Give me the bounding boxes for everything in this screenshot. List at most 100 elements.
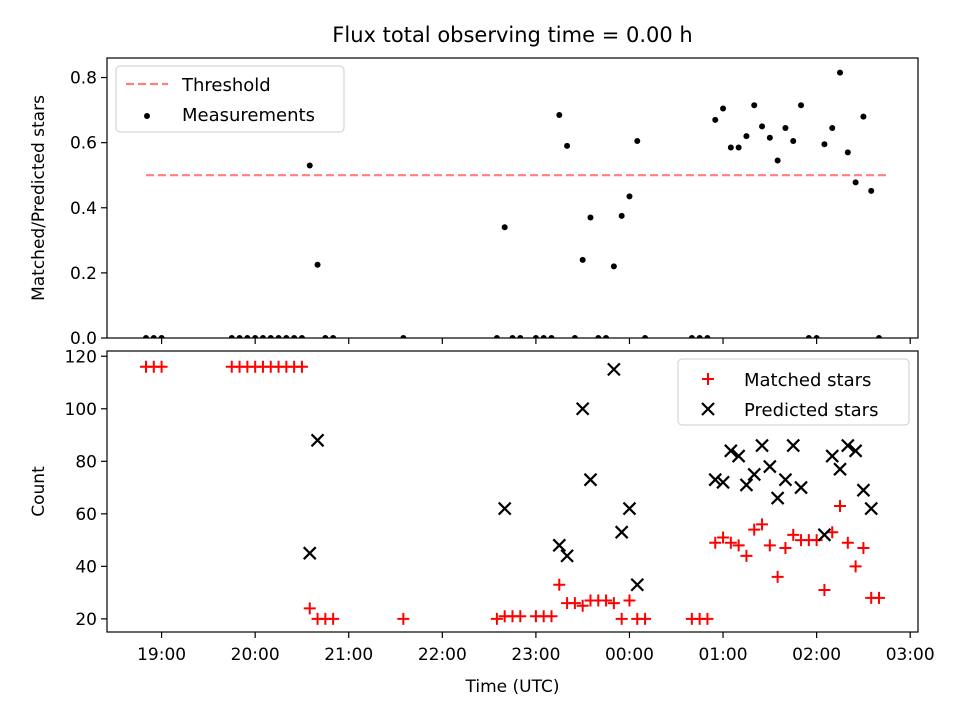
measurement-point	[540, 335, 547, 338]
matched-stars-point	[732, 539, 745, 552]
y-tick-label: 0.0	[70, 329, 97, 349]
measurement-point	[275, 335, 282, 338]
matched-stars-point	[740, 549, 753, 562]
legend: Matched stars Predicted stars	[677, 358, 910, 426]
y-tick-label: 80	[75, 452, 97, 472]
predicted-stars-point	[708, 472, 723, 487]
matched-stars-point	[607, 597, 620, 610]
predicted-stars-point	[622, 501, 637, 516]
y-tick-label: 0.6	[70, 134, 97, 154]
measurement-point	[727, 144, 734, 151]
matched-stars-point	[709, 536, 722, 549]
x-tick-label: 03:00	[886, 645, 935, 665]
measurement-point	[571, 335, 578, 338]
measurement-point	[267, 335, 274, 338]
legend-label: Threshold	[181, 75, 271, 96]
x-tick-label: 21:00	[324, 645, 373, 665]
predicted-stars-point	[864, 501, 878, 516]
measurement-point	[634, 138, 641, 145]
matched-stars-point	[748, 523, 761, 536]
measurement-point	[283, 335, 290, 338]
measurement-point	[314, 261, 321, 268]
x-tick-label: 19:00	[137, 645, 186, 665]
predicted-stars-point	[583, 472, 598, 487]
predicted-stars-point	[778, 472, 793, 487]
y-tick-label: 0.4	[70, 199, 97, 219]
x-tick-label: 00:00	[605, 645, 654, 665]
legend-label: Predicted stars	[744, 400, 878, 421]
legend-predicted-swatch	[701, 402, 715, 416]
matched-stars-point	[576, 599, 589, 612]
measurement-point	[782, 125, 789, 131]
measurement-point	[642, 335, 649, 338]
measurement-point	[774, 157, 781, 164]
y-tick-label: 100	[65, 400, 97, 420]
measurement-point	[759, 123, 766, 130]
bottom-panel: Count 20 40 60 80 100 120 19:00 20:00 21:00 22:00 2…	[29, 347, 935, 697]
matched-stars-point	[615, 612, 628, 625]
legend-measurements-swatch	[144, 113, 150, 119]
matched-stars-point	[155, 360, 168, 373]
measurement-point	[532, 335, 539, 338]
x-axis-label: Time (UTC)	[465, 677, 560, 697]
matched-stars-point	[857, 541, 870, 554]
measurement-point	[704, 335, 711, 338]
measurement-point	[696, 335, 703, 338]
measurement-point	[228, 335, 235, 338]
measurement-point	[603, 335, 610, 338]
y-tick-label: 40	[75, 557, 97, 577]
series-measurements	[142, 69, 883, 338]
matched-stars-point	[303, 602, 316, 615]
matched-stars-point	[568, 597, 581, 610]
measurement-point	[735, 144, 742, 151]
measurement-point	[501, 224, 508, 231]
measurement-point	[751, 102, 758, 109]
matched-stars-point	[787, 528, 800, 541]
matched-stars-point	[327, 612, 340, 625]
legend-box	[677, 358, 910, 426]
measurement-point	[618, 212, 625, 219]
matched-stars-point	[639, 612, 652, 625]
matched-stars-point	[756, 518, 769, 531]
measurement-point	[291, 335, 298, 338]
plot-area	[142, 69, 887, 338]
measurement-point	[509, 335, 516, 338]
y-tick-label: 0.2	[70, 264, 97, 284]
matched-stars-point	[818, 583, 831, 596]
matched-stars-point	[701, 612, 714, 625]
measurement-point	[158, 335, 165, 338]
measurement-point	[852, 179, 859, 186]
x-tick-label: 20:00	[231, 645, 280, 665]
matched-stars-point	[490, 612, 503, 625]
predicted-stars-point	[770, 491, 785, 505]
measurement-point	[556, 111, 563, 118]
measurement-point	[330, 335, 337, 338]
matched-stars-point	[771, 570, 784, 583]
matched-stars-point	[623, 594, 636, 607]
y-axis-label: Count	[29, 466, 49, 517]
measurement-point	[829, 125, 836, 131]
measurement-point	[712, 116, 719, 123]
matched-stars-point	[553, 578, 566, 591]
measurement-point	[306, 162, 313, 169]
legend-label: Measurements	[182, 105, 315, 126]
measurement-point	[595, 335, 602, 338]
measurement-point	[860, 113, 867, 120]
measurement-point	[244, 335, 251, 338]
measurement-point	[150, 335, 157, 338]
predicted-stars-point	[856, 483, 871, 497]
predicted-stars-point	[716, 475, 730, 490]
measurement-point	[579, 256, 586, 263]
measurement-point	[587, 214, 594, 221]
predicted-stars-point	[825, 449, 839, 463]
measurement-point	[821, 141, 828, 148]
plot-area	[139, 360, 886, 625]
measurement-point	[876, 335, 883, 338]
y-tick-label: 60	[75, 505, 97, 525]
measurement-point	[766, 134, 773, 141]
measurement-point	[517, 335, 524, 338]
predicted-stars-point	[560, 549, 574, 563]
matched-stars-point	[763, 539, 776, 552]
measurement-point	[564, 142, 571, 149]
matched-stars-point	[810, 534, 823, 547]
